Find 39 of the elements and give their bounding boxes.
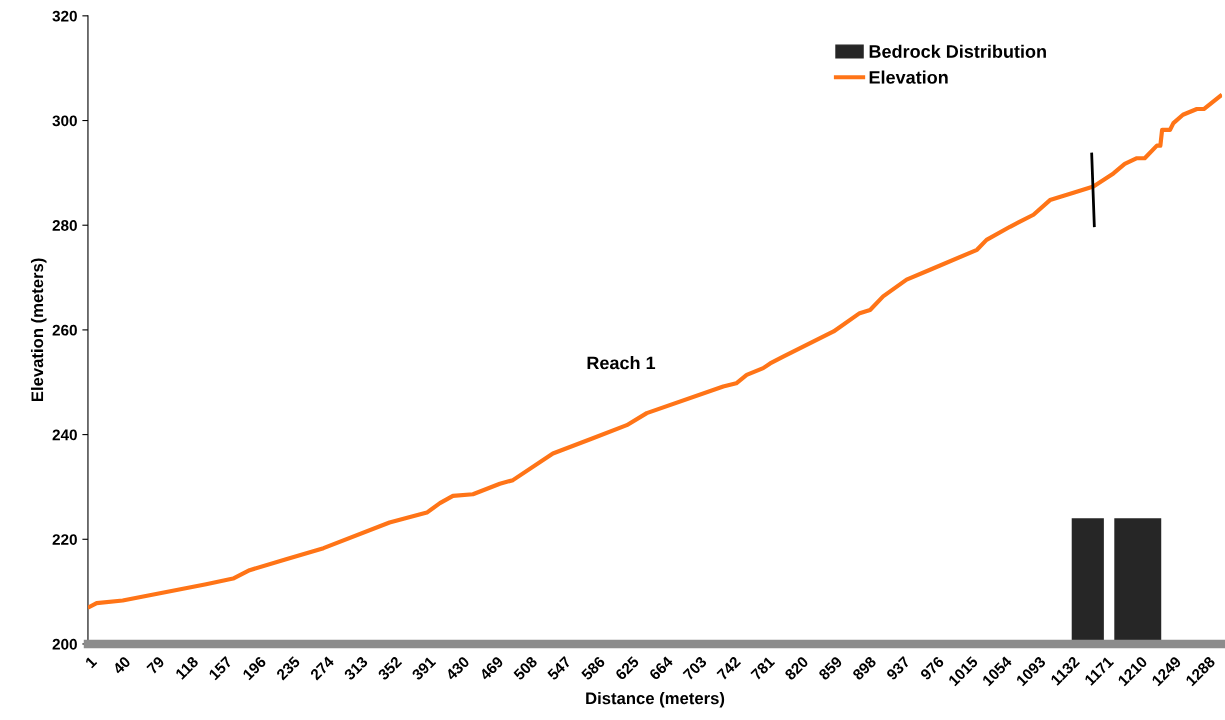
y-tick-label: 200	[52, 638, 77, 650]
x-tick-label: 820	[784, 655, 809, 681]
legend-label: Bedrock Distribution	[869, 44, 1046, 58]
x-tick-label: 625	[614, 655, 640, 681]
x-tick-label: 898	[851, 655, 877, 681]
x-tick-label: 157	[208, 655, 233, 681]
x-tick-label: 469	[478, 655, 504, 681]
x-tick-label: 352	[377, 655, 403, 681]
x-tick-label: 781	[750, 655, 776, 681]
x-axis-title: Distance (meters)	[586, 691, 725, 708]
x-tick-label: 430	[444, 655, 471, 681]
y-tick-label: 240	[52, 429, 77, 441]
x-tick-label: 40	[112, 655, 132, 675]
x-tick-label: 274	[309, 655, 335, 681]
x-tick-label: 79	[146, 655, 166, 675]
x-tick-label: 508	[512, 655, 538, 681]
y-tick-label: 280	[52, 220, 77, 231]
line-series	[87, 93, 1223, 609]
y-tick-label: 220	[52, 534, 77, 545]
x-tick-label: 703	[682, 655, 708, 681]
y-tick-label: 260	[52, 324, 77, 336]
y-tick-label: 320	[52, 10, 77, 22]
x-tick-label: 313	[343, 655, 369, 681]
annotation: Reach 1	[587, 356, 656, 370]
y-tick-label: 300	[52, 115, 77, 127]
x-tick-label: 391	[411, 655, 437, 681]
x-tick-label: 1	[84, 655, 98, 669]
x-tick-label: 235	[275, 655, 301, 681]
x-tick-label: 586	[580, 655, 606, 681]
x-tick-label: 547	[546, 655, 572, 681]
x-tick-label: 664	[648, 655, 674, 681]
legend-label: Elevation	[869, 70, 948, 84]
x-tick-label: 196	[242, 655, 267, 681]
x-tick-label: 742	[716, 655, 742, 681]
x-tick-label: 859	[817, 655, 843, 681]
x-tick-label: 118	[174, 655, 199, 680]
x-tick-label: 976	[919, 655, 945, 681]
y-axis-title: Elevation (meters)	[30, 258, 47, 402]
x-tick-label: 937	[885, 655, 911, 681]
